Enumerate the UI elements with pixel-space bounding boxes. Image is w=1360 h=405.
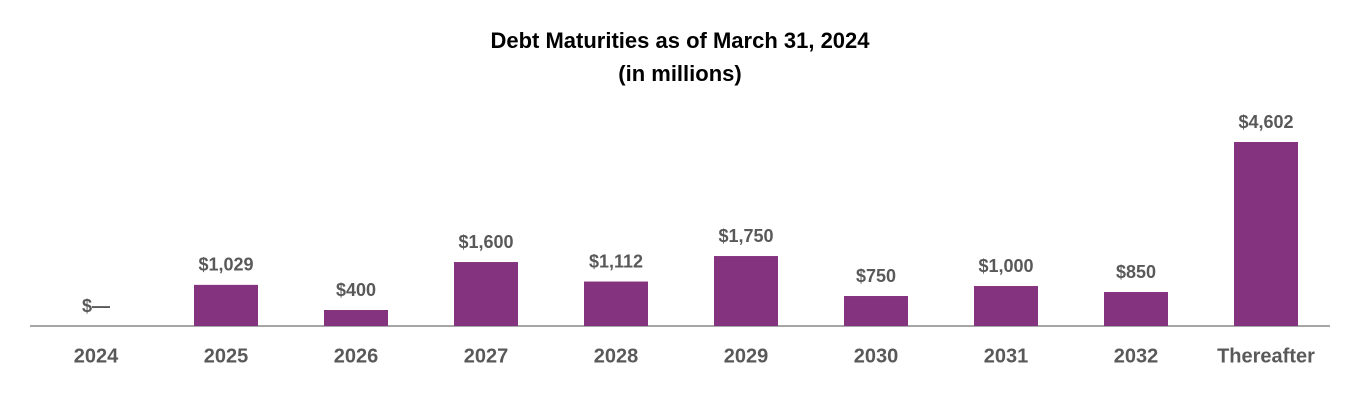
bar (844, 296, 908, 326)
x-tick-label: 2026 (334, 345, 379, 367)
bar (1104, 292, 1168, 326)
chart-subtitle: (in millions) (618, 61, 741, 86)
bar (974, 286, 1038, 326)
bar (714, 256, 778, 326)
x-tick-label: 2031 (984, 345, 1029, 367)
x-tick-label: Thereafter (1217, 345, 1315, 367)
value-label: $1,112 (589, 251, 643, 271)
value-label: $4,602 (1238, 112, 1293, 132)
value-label: $400 (336, 280, 376, 300)
x-tick-label: 2024 (74, 345, 119, 367)
x-tick-label: 2029 (724, 345, 769, 367)
value-label: $1,029 (198, 255, 253, 275)
bar (1234, 142, 1298, 326)
value-label: $750 (856, 266, 896, 286)
x-tick-label: 2028 (594, 345, 639, 367)
value-label: $1,000 (978, 256, 1033, 276)
x-tick-label: 2027 (464, 345, 509, 367)
chart-title: Debt Maturities as of March 31, 2024 (490, 28, 870, 53)
value-label: $— (82, 296, 110, 316)
bar (584, 281, 648, 326)
x-tick-label: 2030 (854, 345, 899, 367)
value-label: $850 (1116, 262, 1156, 282)
bar (324, 310, 388, 326)
value-label: $1,600 (458, 232, 513, 252)
bar (194, 284, 258, 326)
x-tick-label: 2025 (204, 345, 249, 367)
x-tick-label: 2032 (1114, 345, 1159, 367)
bar (454, 262, 518, 326)
value-label: $1,750 (718, 226, 773, 246)
